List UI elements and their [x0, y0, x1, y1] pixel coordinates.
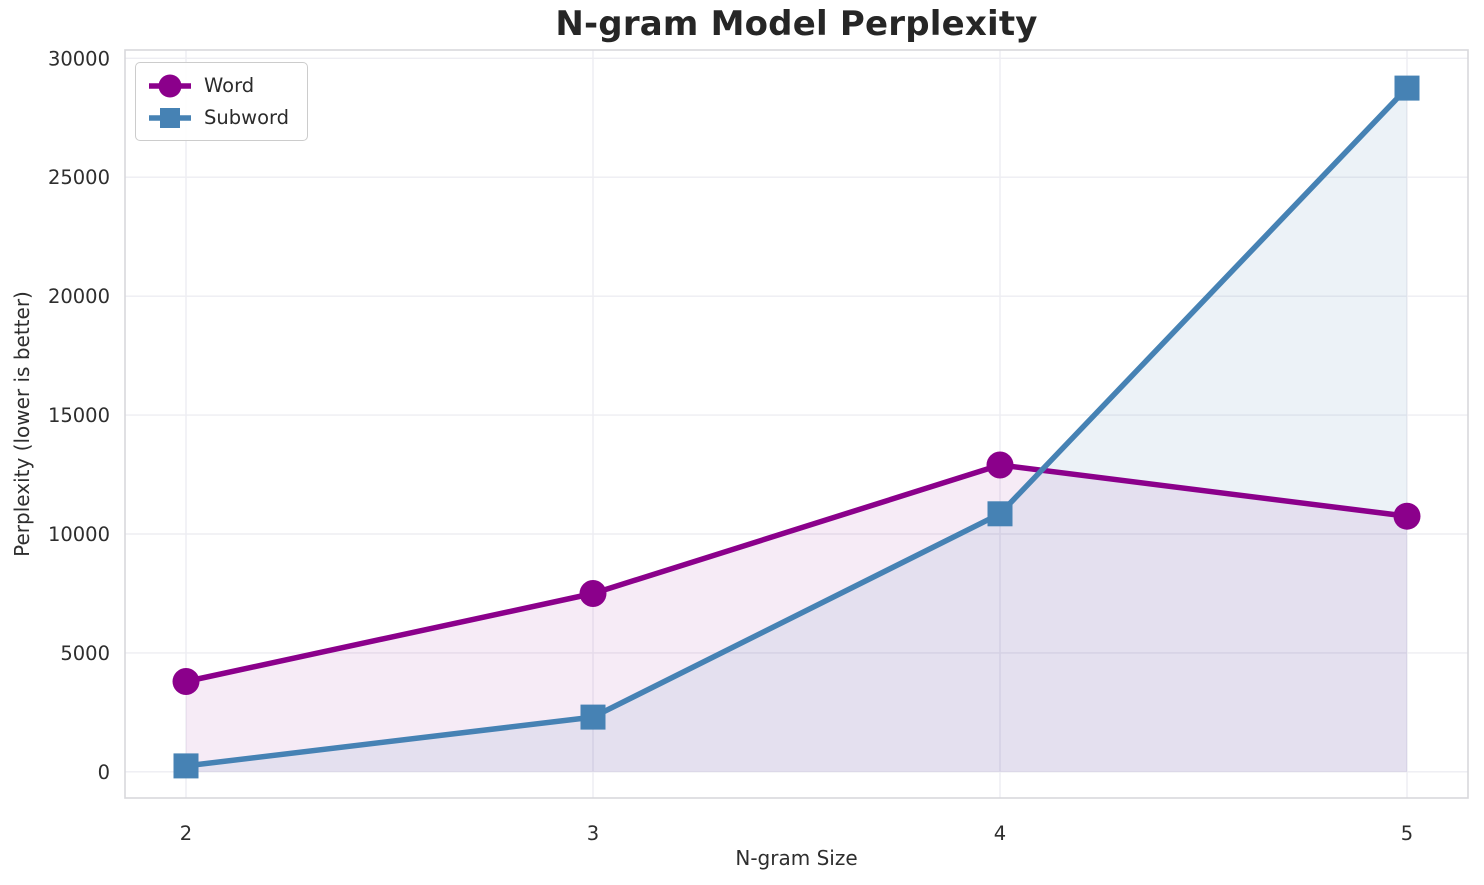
svg-text:2: 2 — [180, 822, 192, 845]
legend-item-word: Word — [147, 71, 289, 100]
svg-text:4: 4 — [994, 822, 1006, 845]
svg-text:10000: 10000 — [48, 523, 110, 546]
svg-text:25000: 25000 — [48, 166, 110, 189]
svg-text:5000: 5000 — [60, 642, 110, 665]
svg-text:15000: 15000 — [48, 404, 110, 427]
subword-marker-icon — [149, 107, 191, 128]
svg-text:3: 3 — [587, 822, 599, 845]
svg-text:20000: 20000 — [48, 285, 110, 308]
svg-text:30000: 30000 — [48, 47, 110, 70]
word-marker-icon — [149, 74, 191, 97]
x-axis-label: N-gram Size — [735, 846, 858, 870]
chart-title: N-gram Model Perplexity — [555, 4, 1038, 44]
svg-text:0: 0 — [98, 761, 110, 784]
legend-item-label: Subword — [204, 105, 290, 129]
legend-item-subword: Subword — [147, 103, 289, 132]
svg-text:5: 5 — [1401, 822, 1413, 845]
legend: Word Subword — [135, 62, 309, 141]
legend-item-label: Word — [204, 73, 255, 97]
